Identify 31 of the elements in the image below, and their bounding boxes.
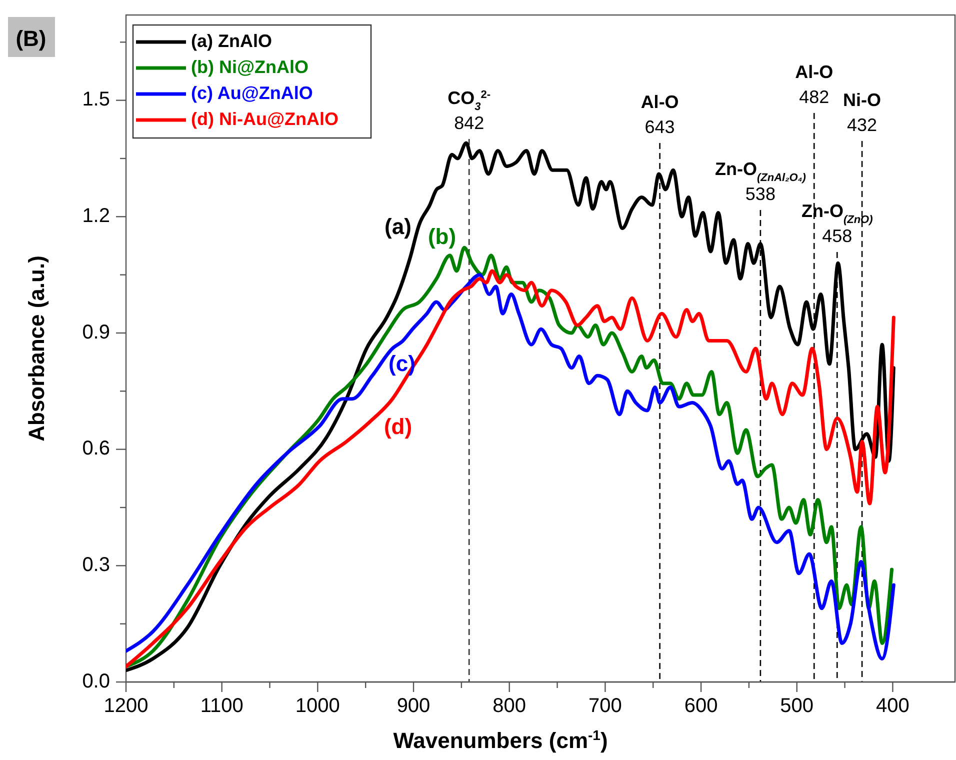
- x-tick-label: 1000: [295, 695, 340, 717]
- annotation: (b): [428, 224, 456, 249]
- x-tick-label: 600: [684, 695, 718, 717]
- legend-label: (b) Ni@ZnAlO: [191, 56, 309, 77]
- y-tick-label: 1.2: [82, 204, 110, 227]
- text: (B): [16, 26, 46, 51]
- ref-line-label: Al-O 643: [640, 92, 679, 137]
- annotation: (c): [388, 350, 416, 376]
- x-tick-label: 500: [780, 695, 814, 717]
- x-tick-label: 900: [396, 695, 430, 717]
- y-tick-label: 0.9: [82, 321, 110, 344]
- y-tick-label: 0.3: [82, 554, 110, 576]
- annotation: (d): [384, 414, 412, 439]
- annotation: (a): [384, 214, 412, 239]
- ref-line-label: Zn-O$_{(ZnO)}$ 458: [801, 201, 874, 246]
- x-tick-label: 800: [492, 695, 526, 717]
- legend-label: (d) Ni-Au@ZnAlO: [191, 108, 339, 129]
- ref-line-label: Al-O 482: [795, 62, 834, 107]
- ref-line-label: Ni-O 432: [843, 90, 882, 135]
- x-tick-label: 1100: [200, 695, 244, 717]
- x-tick-label: 700: [588, 695, 622, 717]
- y-axis-title: Absorbance (a.u.): [24, 256, 49, 442]
- legend-label: (a) ZnAlO: [191, 30, 272, 51]
- y-tick-label: 1.5: [82, 88, 110, 111]
- x-axis-title: Wavenumbers (cm$^{-1}$): [393, 727, 608, 753]
- y-tick-label: 0.0: [82, 670, 110, 692]
- ref-line-label: Zn-O$_{(ZnAl₂O₄)}$ 538: [714, 159, 806, 204]
- x-tick-label: 1200: [104, 695, 148, 717]
- legend-label: (c) Au@ZnAlO: [191, 82, 313, 103]
- y-tick-label: 0.6: [82, 438, 110, 460]
- x-tick-label: 400: [876, 695, 910, 717]
